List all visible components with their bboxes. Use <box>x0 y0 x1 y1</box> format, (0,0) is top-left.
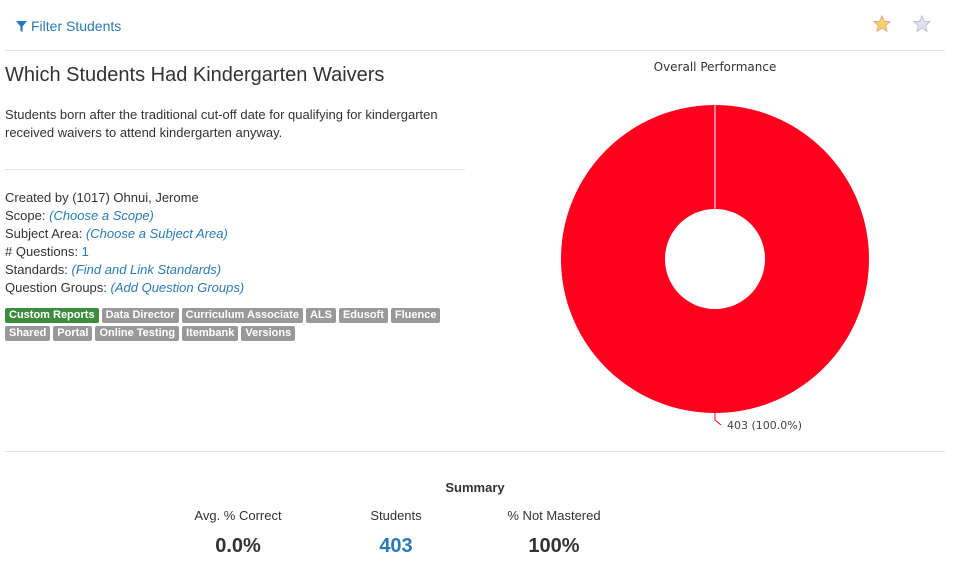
subject-area-row: Subject Area: (Choose a Subject Area) <box>5 225 244 243</box>
find-link-standards-link[interactable]: (Find and Link Standards) <box>71 262 222 277</box>
choose-scope-link[interactable]: (Choose a Scope) <box>49 208 154 223</box>
tag-row-1: Custom Reports Data Director Curriculum … <box>5 308 465 323</box>
tag-curriculum-associate[interactable]: Curriculum Associate <box>181 308 303 323</box>
tag-als[interactable]: ALS <box>305 308 336 323</box>
report-title: Which Students Had Kindergarten Waivers <box>5 64 385 86</box>
question-groups-row: Question Groups: (Add Question Groups) <box>5 279 244 297</box>
bottom-divider <box>5 451 945 452</box>
data-label-connector <box>714 413 722 426</box>
questions-label: # Questions: <box>5 244 78 259</box>
avg-correct-label: Avg. % Correct <box>194 508 282 523</box>
tag-shared[interactable]: Shared <box>5 326 51 341</box>
question-groups-label: Question Groups: <box>5 280 107 295</box>
donut-slices <box>560 105 869 414</box>
tag-custom-reports[interactable]: Custom Reports <box>5 308 99 323</box>
details-divider <box>5 169 465 170</box>
scope-row: Scope: (Choose a Scope) <box>5 207 244 225</box>
scope-label: Scope: <box>5 208 46 223</box>
filter-students-label: Filter Students <box>31 18 122 34</box>
tag-row-2: Shared Portal Online Testing Itembank Ve… <box>5 326 465 341</box>
tag-online-testing[interactable]: Online Testing <box>95 326 180 341</box>
filter-students-button[interactable]: Filter Students <box>16 18 121 34</box>
tag-fluence[interactable]: Fluence <box>390 308 441 323</box>
chart-title: Overall Performance <box>653 60 777 74</box>
filter-icon <box>16 20 27 32</box>
students-count-link[interactable]: 403 <box>379 535 413 557</box>
not-mastered-value: 100% <box>528 535 580 557</box>
donut-slice-0[interactable] <box>560 105 869 414</box>
subject-area-label: Subject Area: <box>5 226 83 241</box>
avg-correct-value: 0.0% <box>215 535 261 557</box>
choose-subject-area-link[interactable]: (Choose a Subject Area) <box>85 226 228 241</box>
summary-title: Summary <box>445 480 505 495</box>
tag-itembank[interactable]: Itembank <box>182 326 239 341</box>
created-by-row: Created by (1017) Ohnui, Jerome <box>5 189 244 207</box>
top-divider <box>5 50 945 51</box>
not-mastered-label: % Not Mastered <box>507 508 601 523</box>
tag-portal[interactable]: Portal <box>53 326 93 341</box>
standards-row: Standards: (Find and Link Standards) <box>5 261 244 279</box>
created-by-label: Created by <box>5 190 69 205</box>
created-by-value: (1017) Ohnui, Jerome <box>72 190 199 205</box>
standards-label: Standards: <box>5 262 68 277</box>
donut-data-label: 403 (100.0%) <box>727 419 802 432</box>
grey-star-icon[interactable] <box>913 15 931 33</box>
tag-versions[interactable]: Versions <box>241 326 296 341</box>
report-description: Students born after the traditional cut-… <box>5 107 438 140</box>
tag-edusoft[interactable]: Edusoft <box>338 308 388 323</box>
gold-star-icon[interactable] <box>873 15 891 33</box>
tag-data-director[interactable]: Data Director <box>101 308 179 323</box>
tag-list: Custom Reports Data Director Curriculum … <box>5 308 465 344</box>
students-label: Students <box>370 508 422 523</box>
questions-row: # Questions: 1 <box>5 243 244 261</box>
questions-count-link[interactable]: 1 <box>81 244 89 259</box>
report-details: Created by (1017) Ohnui, Jerome Scope: (… <box>5 189 244 297</box>
add-question-groups-link[interactable]: (Add Question Groups) <box>110 280 245 295</box>
toolbar: Filter Students <box>0 0 955 51</box>
